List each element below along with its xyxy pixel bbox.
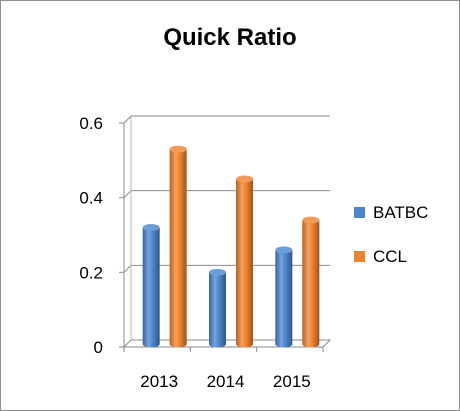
- bar-top-ccl-2014: [236, 175, 253, 183]
- legend-swatch-batbc: [354, 207, 365, 218]
- bar-batbc-2015: [275, 249, 293, 348]
- y-tick-label: 0.2: [79, 263, 103, 282]
- gridline-depth: [123, 115, 132, 124]
- x-tick-label: 2013: [140, 372, 178, 391]
- x-tick-label: 2014: [207, 372, 245, 391]
- gridline-depth: [123, 190, 132, 199]
- bar-batbc-2014: [209, 272, 226, 348]
- bar-top-batbc-2013: [142, 224, 160, 232]
- bar-top-batbc-2015: [275, 246, 293, 254]
- bar-top-ccl-2015: [302, 216, 320, 224]
- x-tick-label: 2015: [273, 372, 311, 391]
- bar-top-batbc-2014: [209, 268, 226, 276]
- bar-top-ccl-2013: [169, 145, 187, 153]
- y-tick-label: 0.6: [79, 114, 103, 133]
- gridline-depth: [123, 264, 132, 273]
- y-tick-label: 0.4: [79, 189, 103, 208]
- y-tick-label: 0: [94, 338, 103, 357]
- bar-ccl-2013: [169, 149, 187, 348]
- legend-label-ccl: CCL: [373, 247, 407, 266]
- legend-swatch-ccl: [354, 251, 365, 262]
- bar-batbc-2013: [142, 227, 160, 348]
- bar-ccl-2015: [302, 220, 320, 348]
- legend-label-batbc: BATBC: [373, 203, 428, 222]
- chart-title: Quick Ratio: [163, 24, 297, 51]
- bar-ccl-2014: [236, 179, 253, 348]
